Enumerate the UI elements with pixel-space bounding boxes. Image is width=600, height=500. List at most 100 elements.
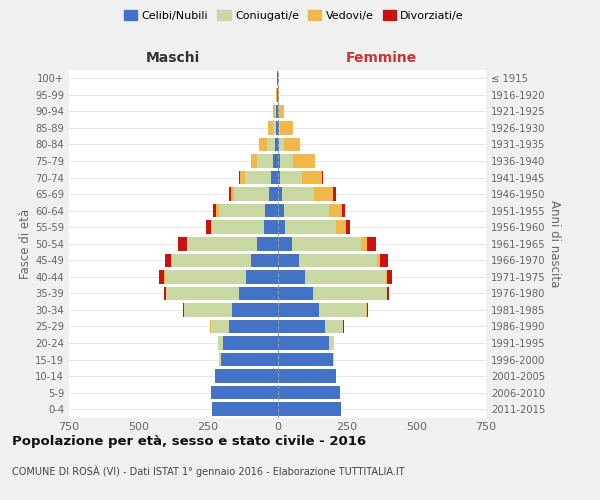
Y-axis label: Anni di nascita: Anni di nascita xyxy=(548,200,561,288)
Bar xyxy=(172,254,251,267)
Bar xyxy=(269,188,277,201)
Bar xyxy=(346,220,350,234)
Bar xyxy=(279,138,284,151)
Bar xyxy=(184,303,232,316)
Bar xyxy=(277,171,280,184)
Bar xyxy=(213,204,217,218)
Bar xyxy=(251,154,257,168)
Bar xyxy=(219,353,221,366)
Bar xyxy=(325,320,343,334)
Bar xyxy=(239,286,277,300)
Bar xyxy=(274,154,277,168)
Bar xyxy=(229,188,231,201)
Bar xyxy=(292,237,361,250)
Text: Popolazione per età, sesso e stato civile - 2016: Popolazione per età, sesso e stato civil… xyxy=(12,435,366,448)
Bar xyxy=(388,270,392,283)
Bar xyxy=(329,336,334,350)
Bar xyxy=(278,121,280,134)
Bar xyxy=(361,237,367,250)
Bar xyxy=(277,286,313,300)
Bar xyxy=(178,237,187,250)
Bar xyxy=(165,270,245,283)
Bar xyxy=(245,270,277,283)
Bar xyxy=(235,188,269,201)
Bar xyxy=(206,220,211,234)
Bar xyxy=(275,138,277,151)
Bar xyxy=(367,237,376,250)
Bar xyxy=(319,303,367,316)
Bar xyxy=(386,270,388,283)
Bar xyxy=(187,237,257,250)
Text: Maschi: Maschi xyxy=(146,51,200,65)
Bar xyxy=(277,104,278,118)
Bar xyxy=(232,303,277,316)
Bar xyxy=(257,154,274,168)
Bar xyxy=(259,138,267,151)
Bar xyxy=(334,188,335,201)
Bar xyxy=(284,138,300,151)
Bar xyxy=(273,121,276,134)
Bar xyxy=(251,254,277,267)
Text: Femmine: Femmine xyxy=(346,51,418,65)
Bar xyxy=(277,386,340,400)
Bar xyxy=(229,320,277,334)
Bar xyxy=(212,402,277,416)
Bar xyxy=(219,204,265,218)
Legend: Celibi/Nubili, Coniugati/e, Vedovi/e, Divorziati/e: Celibi/Nubili, Coniugati/e, Vedovi/e, Di… xyxy=(119,6,469,25)
Bar xyxy=(380,254,388,267)
Text: COMUNE DI ROSÀ (VI) - Dati ISTAT 1° gennaio 2016 - Elaborazione TUTTITALIA.IT: COMUNE DI ROSÀ (VI) - Dati ISTAT 1° genn… xyxy=(12,465,404,477)
Bar xyxy=(277,336,329,350)
Bar xyxy=(165,254,171,267)
Bar xyxy=(221,353,277,366)
Bar xyxy=(277,303,319,316)
Bar xyxy=(277,237,292,250)
Bar xyxy=(293,154,315,168)
Bar xyxy=(263,220,277,234)
Bar xyxy=(281,188,314,201)
Bar xyxy=(278,88,280,102)
Bar xyxy=(275,104,277,118)
Bar xyxy=(164,286,166,300)
Bar xyxy=(322,171,323,184)
Bar xyxy=(212,220,263,234)
Bar xyxy=(388,286,389,300)
Bar xyxy=(273,104,275,118)
Bar xyxy=(299,254,377,267)
Bar xyxy=(211,386,277,400)
Bar xyxy=(313,286,387,300)
Bar xyxy=(280,171,302,184)
Bar xyxy=(336,220,346,234)
Bar xyxy=(280,154,293,168)
Bar xyxy=(257,237,277,250)
Bar xyxy=(276,121,277,134)
Bar xyxy=(279,104,284,118)
Bar xyxy=(267,138,275,151)
Bar xyxy=(211,220,212,234)
Bar xyxy=(305,270,386,283)
Bar xyxy=(277,370,336,383)
Bar xyxy=(218,336,223,350)
Bar xyxy=(302,171,322,184)
Bar xyxy=(277,320,325,334)
Bar xyxy=(166,286,239,300)
Bar xyxy=(329,204,342,218)
Bar xyxy=(277,154,280,168)
Bar xyxy=(277,402,341,416)
Bar xyxy=(280,121,293,134)
Bar xyxy=(245,171,271,184)
Bar xyxy=(217,204,219,218)
Bar xyxy=(277,353,333,366)
Bar xyxy=(277,204,284,218)
Bar xyxy=(268,121,273,134)
Bar xyxy=(314,188,334,201)
Bar xyxy=(333,353,334,366)
Bar xyxy=(277,121,278,134)
Bar xyxy=(215,370,277,383)
Bar xyxy=(240,171,245,184)
Bar xyxy=(231,188,235,201)
Bar xyxy=(285,220,336,234)
Bar xyxy=(211,320,229,334)
Bar xyxy=(342,204,346,218)
Bar xyxy=(277,270,305,283)
Bar xyxy=(265,204,277,218)
